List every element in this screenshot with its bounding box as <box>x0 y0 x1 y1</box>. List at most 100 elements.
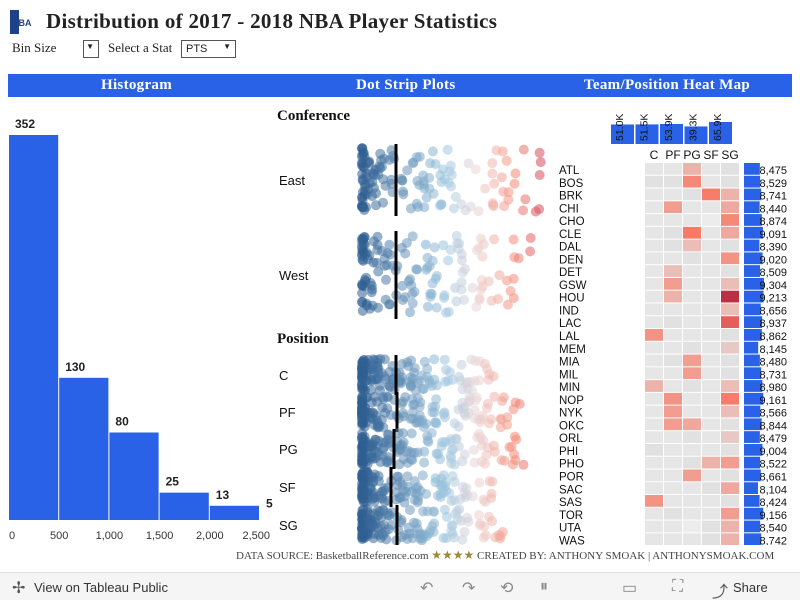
heat-cell <box>645 175 663 188</box>
team-row-label: NYK <box>559 408 583 420</box>
dot-strip-point <box>419 446 430 457</box>
pause-icon[interactable]: ⏸ <box>540 578 549 595</box>
row-total-label: 9,091 <box>759 229 787 241</box>
heat-cell <box>721 163 739 175</box>
dot-strip-point <box>405 203 416 214</box>
dot-strip-point <box>357 157 368 168</box>
dot-strip-point <box>474 428 484 439</box>
revert-icon[interactable]: ⟲ <box>500 580 514 597</box>
dot-strip-point <box>360 407 371 418</box>
heat-cell <box>645 443 663 456</box>
row-total-bar <box>744 418 762 431</box>
heat-cell <box>645 405 663 418</box>
dot-strip-point <box>381 457 392 468</box>
dot-strip-point <box>447 528 458 539</box>
dot-strip-point <box>396 173 407 184</box>
dot-strip-point <box>525 233 536 243</box>
dot-strip-point <box>429 407 440 418</box>
row-total-label: 8,145 <box>759 344 787 356</box>
heat-cell <box>721 405 739 418</box>
dot-strip-point <box>426 428 437 438</box>
dot-strip-point <box>496 172 507 183</box>
heat-cell <box>664 329 682 341</box>
dot-strip-point <box>439 354 450 365</box>
dot-strip-point <box>417 384 428 394</box>
column-total-label: 51.5K <box>639 114 651 141</box>
select-stat-dropdown[interactable]: PTS ▼ <box>181 40 236 58</box>
dot-strip-point <box>405 380 416 390</box>
heat-cell <box>664 367 682 380</box>
redo-icon[interactable]: ↷ <box>462 580 476 597</box>
dot-strip-point <box>407 298 418 309</box>
dot-strip-point <box>414 375 425 386</box>
heat-cell <box>645 341 663 354</box>
dot-strip-point <box>419 183 430 194</box>
dot-strip-point <box>454 371 464 382</box>
dot-strip-point <box>494 270 505 281</box>
chevron-down-icon: ▼ <box>86 42 94 51</box>
fullscreen-icon[interactable]: ⛶ <box>672 578 684 595</box>
row-total-bar <box>744 188 762 201</box>
heat-cell <box>664 469 682 482</box>
dot-strip-point <box>469 376 480 387</box>
dot-strip-point <box>429 354 440 365</box>
histogram-x-tick: 500 <box>50 530 68 542</box>
dot-strip-point <box>489 446 500 457</box>
heat-cell <box>683 163 701 175</box>
heat-cell <box>664 226 682 239</box>
heat-cell <box>721 341 739 354</box>
heat-cell <box>702 418 720 431</box>
dot-strip-point <box>495 413 506 424</box>
dot-strip-row-label: C <box>279 368 288 383</box>
dot-strip-point <box>453 243 464 254</box>
heat-cell <box>683 418 701 431</box>
created-by-text: CREATED BY: ANTHONY SMOAK | ANTHONYSMOAK… <box>477 550 775 562</box>
team-row-label: CLE <box>559 229 582 241</box>
chart-canvas: 352 130 80 25 13 5 0 500 1,000 1,500 2,000 2,500 Co… <box>9 108 787 545</box>
bin-size-dropdown[interactable]: ▼ <box>83 40 99 58</box>
row-total-bar <box>744 380 763 392</box>
dot-strip-point <box>534 147 545 158</box>
heat-cell <box>702 520 720 533</box>
heat-cell <box>664 163 682 175</box>
share-icon[interactable]: ⤴ <box>712 584 729 601</box>
team-row-label: GSW <box>559 280 587 292</box>
heat-cell <box>664 265 682 277</box>
dot-strip-point <box>406 447 417 458</box>
dot-strip-group-title: Position <box>277 331 329 347</box>
share-button[interactable]: Share <box>733 580 768 595</box>
heat-cell <box>702 226 720 239</box>
dot-strip-point <box>382 392 393 403</box>
dot-strip-point <box>460 205 471 216</box>
row-total-label: 8,731 <box>759 369 787 381</box>
dot-strip-chart: Conference Position East West C PF PG SF SG <box>277 108 546 545</box>
heat-cell <box>721 265 739 277</box>
team-row-label: MIN <box>559 382 580 394</box>
undo-icon[interactable]: ↶ <box>420 580 434 597</box>
dot-strip-point <box>438 470 449 481</box>
dot-strip-point <box>457 267 468 278</box>
dot-strip-point <box>461 483 472 494</box>
dot-strip-point <box>442 144 453 155</box>
heat-cell <box>721 392 739 405</box>
dot-strip-point <box>384 299 395 310</box>
heat-cell <box>664 303 682 316</box>
dot-strip-point <box>368 169 379 179</box>
select-stat-label: Select a Stat <box>108 40 173 55</box>
row-total-bar <box>744 290 764 303</box>
row-total-label: 8,862 <box>759 331 787 343</box>
histogram-value-label: 5 <box>266 497 273 511</box>
column-header: PF <box>665 148 680 162</box>
heat-cell <box>721 252 739 265</box>
view-on-tableau-public-link[interactable]: View on Tableau Public <box>34 580 168 595</box>
heat-cell <box>702 392 720 405</box>
heat-cell <box>664 201 682 214</box>
dot-strip-point <box>378 174 389 185</box>
comment-icon[interactable]: ▭ <box>622 580 638 597</box>
heat-cell <box>683 405 701 418</box>
row-total-label: 8,529 <box>759 178 787 190</box>
heat-cell <box>645 469 663 482</box>
dot-strip-point <box>400 491 411 502</box>
bin-size-label: Bin Size <box>12 40 57 55</box>
row-total-bar <box>744 469 761 482</box>
